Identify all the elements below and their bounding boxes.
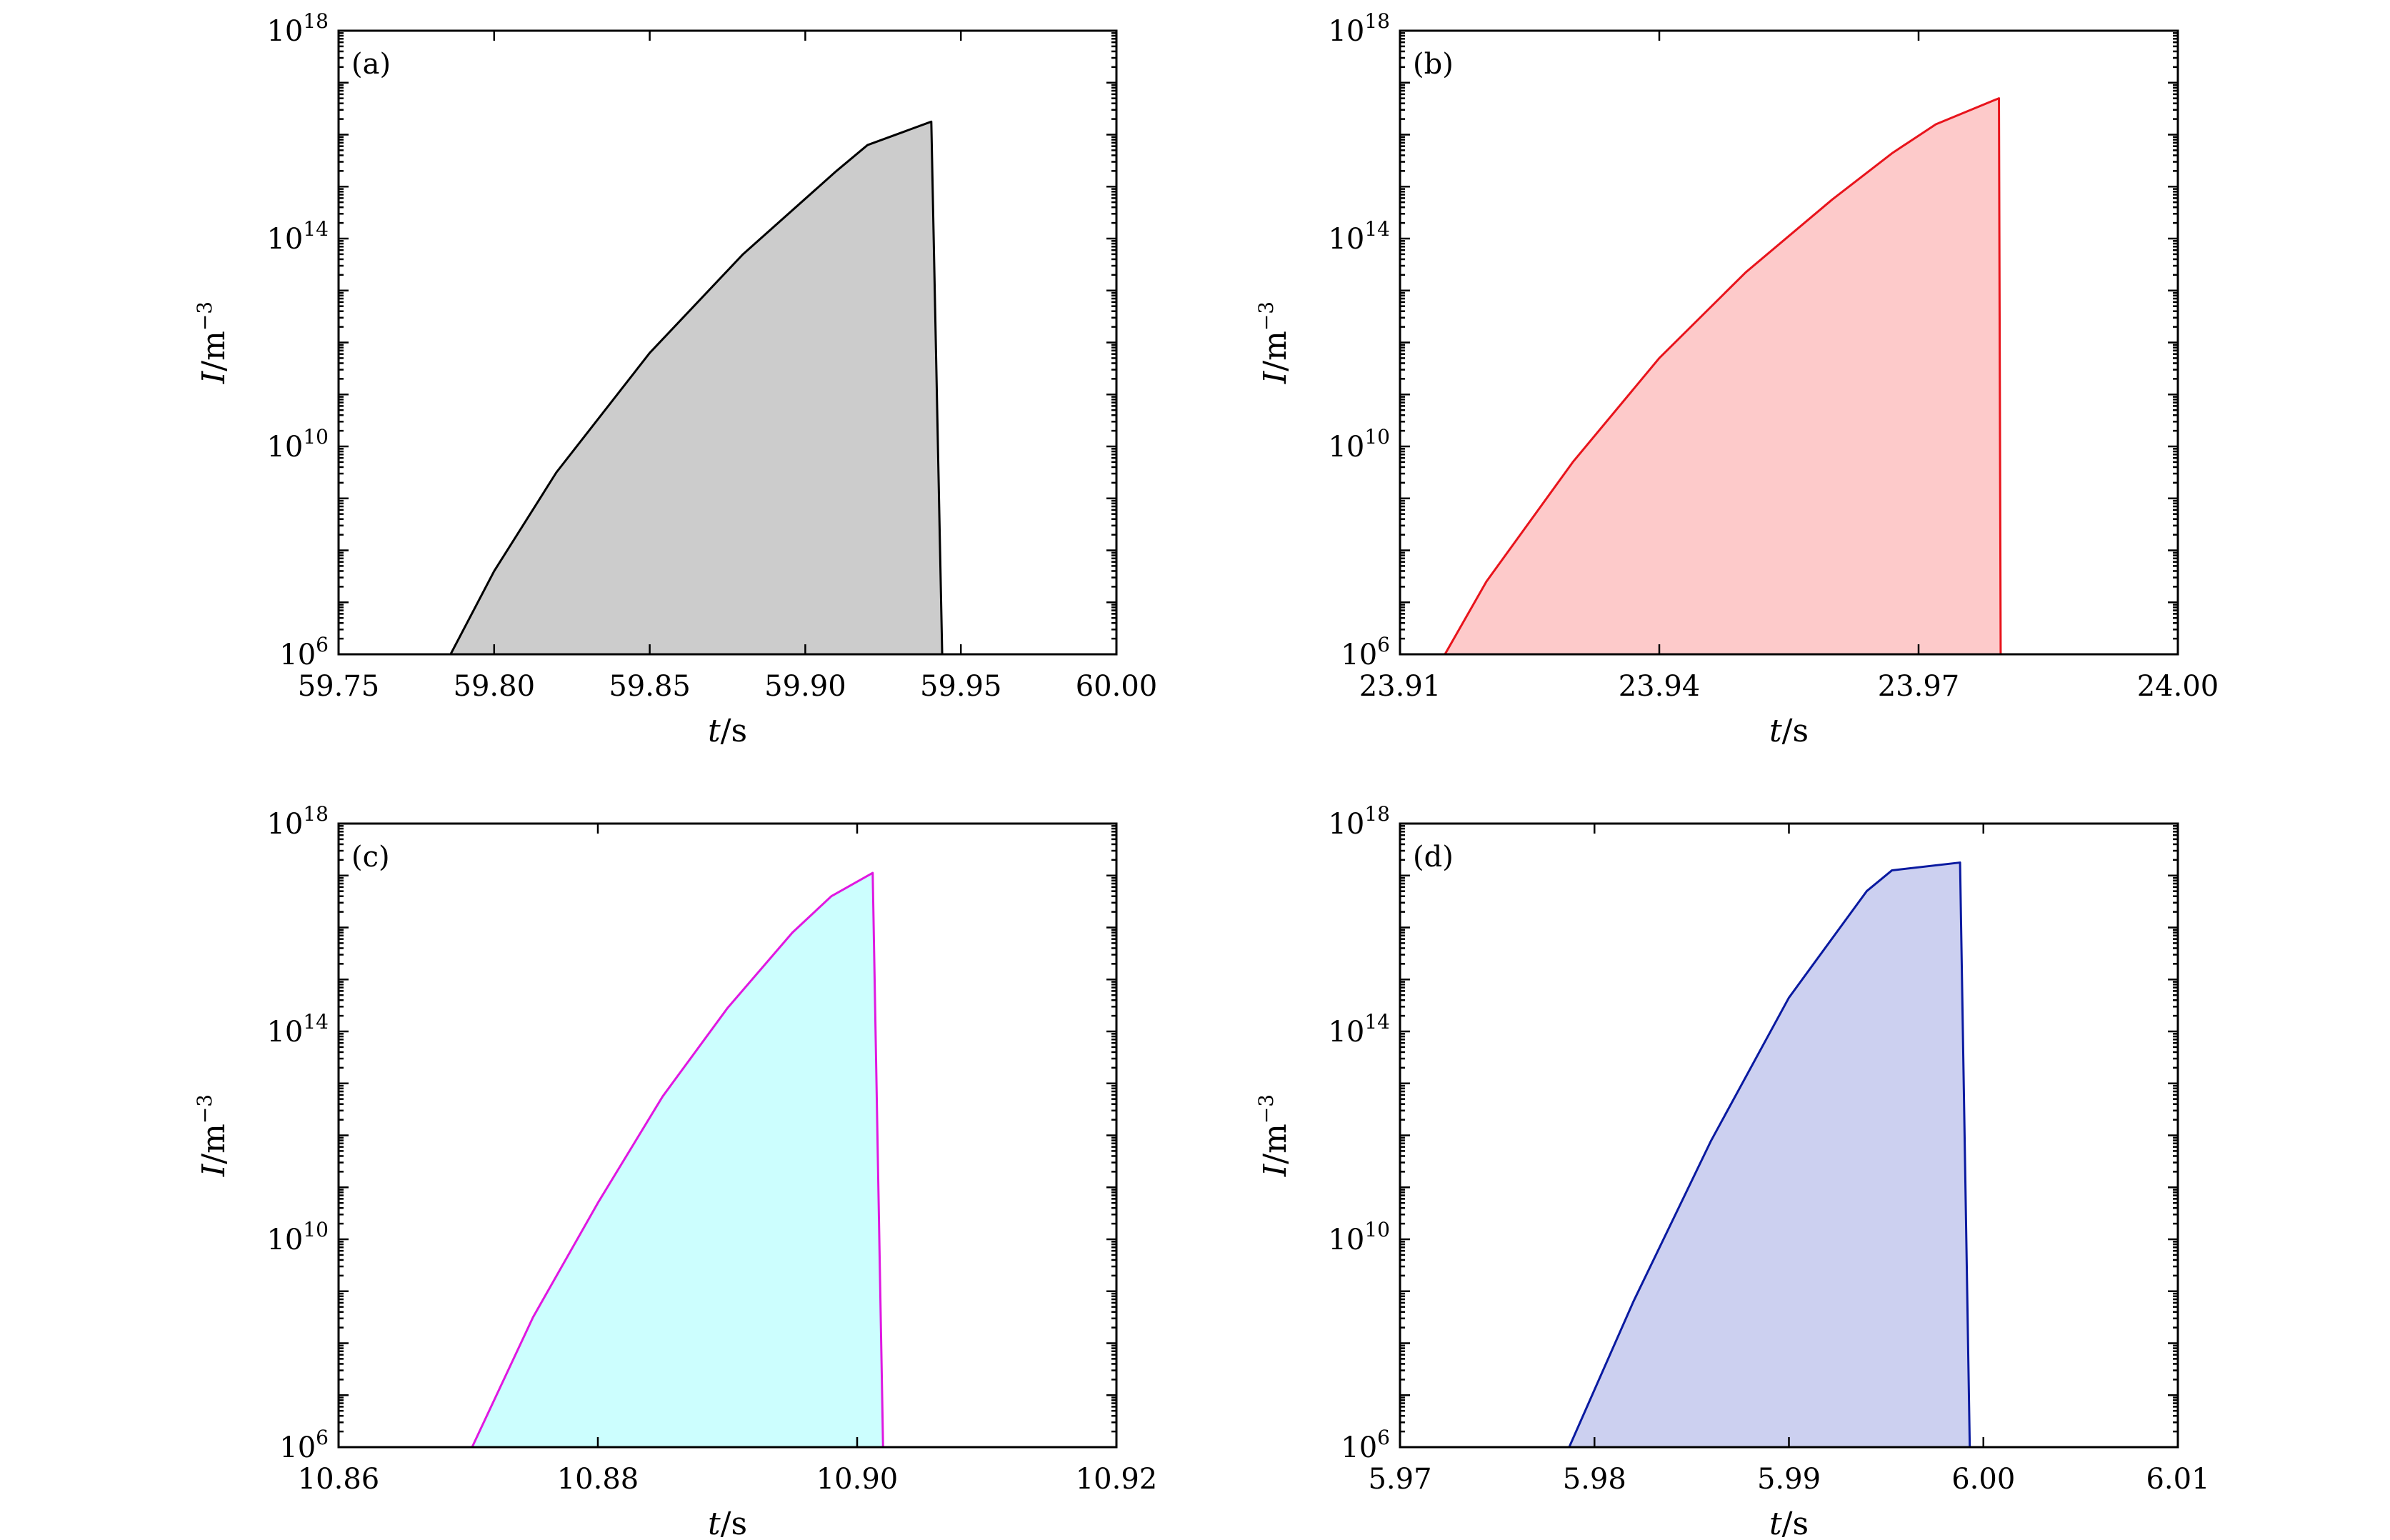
y-tick-label: 1018	[1328, 802, 1390, 841]
x-tick-label: 59.75	[298, 670, 380, 703]
x-tick-label: 5.97	[1368, 1463, 1431, 1496]
x-axis-title: t/s	[708, 1506, 747, 1540]
y-tick-label: 1014	[1328, 217, 1390, 256]
y-tick-label: 1018	[266, 802, 329, 841]
panel-b: 106 1010 1014 1018 23.91 23.94 23.97 24.00 t/s I/…	[1254, 9, 2219, 749]
y-tick-label: 1014	[1328, 1010, 1390, 1049]
panel-label: (b)	[1413, 48, 1454, 81]
y-tick-label: 1014	[266, 217, 329, 256]
y-tick-label: 106	[279, 1426, 329, 1464]
y-tick-label: 106	[279, 633, 329, 671]
x-tick-label: 59.80	[454, 670, 536, 703]
y-tick-label: 1014	[266, 1010, 329, 1049]
x-tick-label: 23.97	[1878, 670, 1960, 703]
x-tick-label: 10.92	[1076, 1463, 1158, 1496]
x-tick-label: 5.98	[1563, 1463, 1626, 1496]
panel-label: (c)	[351, 841, 390, 874]
series-line	[1568, 861, 1971, 1447]
x-tick-label: 59.85	[609, 670, 691, 703]
x-tick-label: 23.91	[1359, 670, 1441, 703]
y-tick-label: 106	[1341, 633, 1390, 671]
series-line	[1444, 97, 2002, 654]
x-tick-label: 23.94	[1619, 670, 1701, 703]
x-axis-title: t/s	[708, 713, 747, 749]
x-tick-label: 59.90	[764, 670, 846, 703]
x-tick-label: 10.88	[557, 1463, 639, 1496]
x-tick-label: 5.99	[1757, 1463, 1821, 1496]
x-axis-title: t/s	[1769, 1506, 1809, 1540]
x-tick-label: 10.86	[298, 1463, 380, 1496]
panel-label: (a)	[351, 48, 391, 81]
y-axis-title: I/m−3	[193, 301, 232, 384]
series-area	[1569, 862, 1970, 1447]
x-tick-label: 60.00	[1076, 670, 1158, 703]
y-axis-title: I/m−3	[1254, 1094, 1294, 1177]
panel-a: 106 1010 1014 1018 59.75 59.80 59.85 59.90 59.95…	[193, 9, 1157, 749]
series-area	[1444, 98, 2001, 654]
series-area	[450, 121, 943, 654]
x-tick-label: 6.01	[2146, 1463, 2209, 1496]
series-area	[471, 873, 884, 1447]
y-axis-title: I/m−3	[1254, 301, 1294, 384]
y-tick-label: 106	[1341, 1426, 1390, 1464]
y-tick-label: 1010	[266, 1218, 329, 1256]
y-tick-label: 1018	[1328, 9, 1390, 48]
series-line	[471, 871, 884, 1447]
panel-label: (d)	[1413, 841, 1454, 874]
panel-d: 106 1010 1014 1018 5.97 5.98 5.99 6.00 6.01 t/s I/…	[1254, 802, 2210, 1540]
x-tick-label: 10.90	[816, 1463, 899, 1496]
y-tick-label: 1010	[1328, 425, 1390, 464]
y-tick-label: 1010	[1328, 1218, 1390, 1256]
x-tick-label: 6.00	[1951, 1463, 2015, 1496]
x-tick-label: 24.00	[2137, 670, 2219, 703]
x-axis-title: t/s	[1769, 713, 1809, 749]
series-line	[449, 120, 944, 654]
panel-c: 106 1010 1014 1018 10.86 10.88 10.90 10.92 t/s I/…	[193, 802, 1157, 1540]
y-tick-label: 1018	[266, 9, 329, 48]
y-tick-label: 1010	[266, 425, 329, 464]
x-tick-label: 59.95	[920, 670, 1002, 703]
y-axis-title: I/m−3	[193, 1094, 232, 1177]
